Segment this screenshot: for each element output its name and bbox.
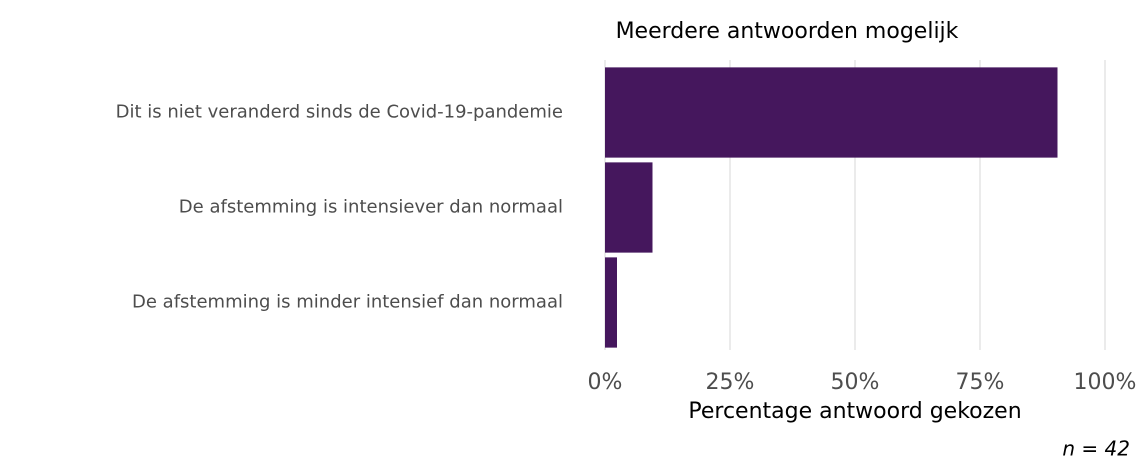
x-tick-label: 50%	[831, 370, 880, 395]
y-tick-label: De afstemming is minder intensief dan no…	[132, 292, 563, 313]
bar	[605, 257, 617, 348]
x-tick-label: 75%	[956, 370, 1005, 395]
y-tick-label: De afstemming is intensiever dan normaal	[179, 197, 563, 218]
bar	[605, 162, 653, 253]
bar	[605, 67, 1058, 158]
y-tick-label: Dit is niet veranderd sinds de Covid-19-…	[116, 102, 563, 123]
x-tick-label: 25%	[706, 370, 755, 395]
x-tick-label: 100%	[1074, 370, 1137, 395]
x-axis-label: Percentage antwoord gekozen	[688, 399, 1021, 424]
x-tick-label: 0%	[588, 370, 623, 395]
caption: n = 42	[1062, 437, 1130, 461]
chart-title: Meerdere antwoorden mogelijk	[616, 19, 959, 44]
